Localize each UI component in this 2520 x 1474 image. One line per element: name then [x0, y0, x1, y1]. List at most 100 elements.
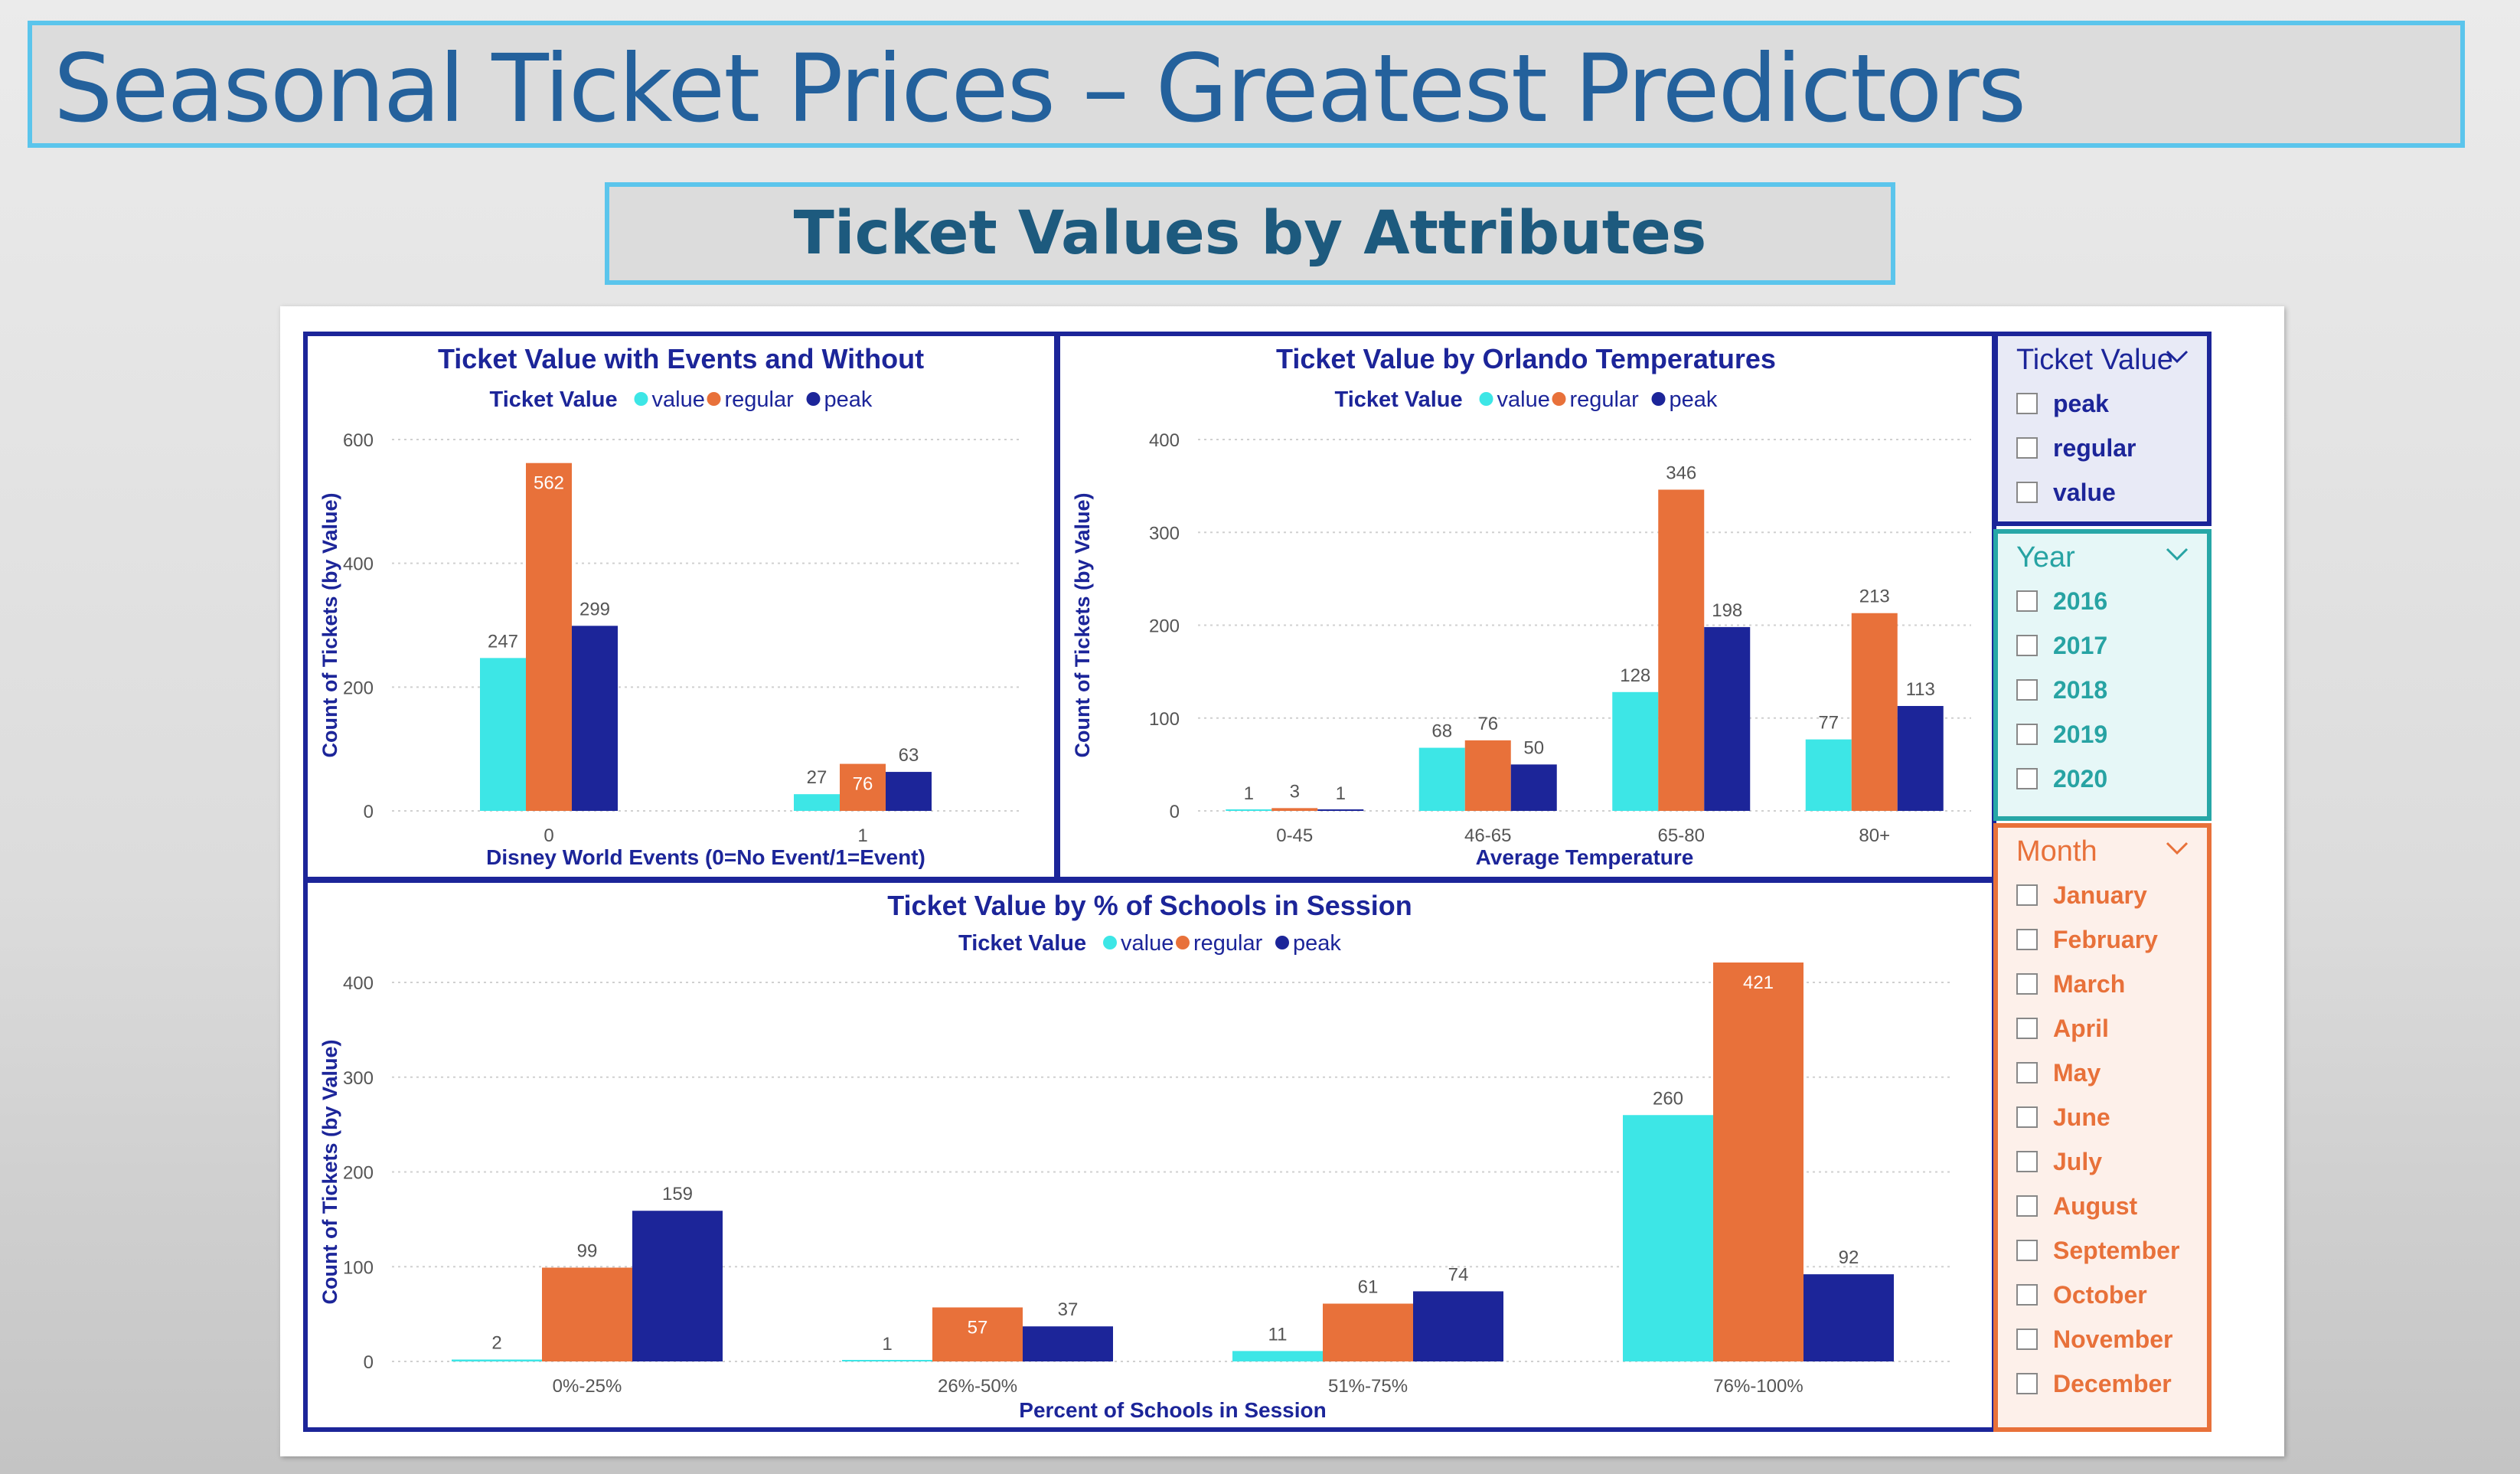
slicer-option-november[interactable]: November — [2016, 1324, 2173, 1355]
bar-regular — [542, 1267, 632, 1361]
legend-marker-peak — [1275, 936, 1289, 949]
y-tick-label: 100 — [343, 1257, 374, 1278]
bar-peak — [1317, 809, 1364, 811]
slicer-option-june[interactable]: June — [2016, 1102, 2110, 1132]
data-label: 76 — [1477, 714, 1498, 734]
chart-title: Ticket Value by % of Schools in Session — [887, 890, 1412, 921]
slicer-option-april[interactable]: April — [2016, 1013, 2109, 1044]
legend-label-regular: regular — [725, 387, 795, 412]
legend-marker-value — [634, 392, 648, 406]
y-tick-label: 0 — [364, 1352, 374, 1373]
legend-label-peak: peak — [1293, 931, 1341, 956]
y-tick-label: 300 — [343, 1068, 374, 1089]
checkbox[interactable] — [2016, 1106, 2038, 1128]
legend-label-value: value — [652, 387, 705, 412]
y-tick-label: 200 — [343, 678, 374, 698]
y-tick-label: 400 — [343, 973, 374, 994]
checkbox[interactable] — [2016, 768, 2038, 789]
checkbox[interactable] — [2016, 393, 2038, 414]
ticket-value-slicer-title: Ticket Value — [2016, 344, 2173, 376]
chevron-down-icon[interactable] — [2166, 842, 2189, 855]
bar-regular — [1851, 613, 1898, 811]
y-axis-label: Count of Tickets (by Value) — [1071, 492, 1094, 757]
checkbox[interactable] — [2016, 590, 2038, 612]
y-tick-label: 400 — [343, 554, 374, 575]
checkbox[interactable] — [2016, 1284, 2038, 1306]
checkbox[interactable] — [2016, 1329, 2038, 1350]
slicer-option-september[interactable]: September — [2016, 1235, 2179, 1266]
checkbox[interactable] — [2016, 1373, 2038, 1394]
x-tick-label: 0-45 — [1276, 825, 1313, 846]
ticket-value-slicer: Ticket Value peak regular value — [1993, 332, 2212, 526]
checkbox[interactable] — [2016, 724, 2038, 745]
legend-label-value: value — [1497, 387, 1550, 412]
bar-regular — [1464, 740, 1511, 811]
checkbox[interactable] — [2016, 1062, 2038, 1083]
slicer-option-peak[interactable]: peak — [2016, 388, 2109, 419]
chart-events-panel: Ticket Value with Events and Without Tick… — [303, 332, 1059, 881]
legend-marker-regular — [1176, 936, 1190, 949]
slicer-option-february[interactable]: February — [2016, 924, 2158, 955]
data-label: 198 — [1712, 600, 1742, 621]
x-axis-label: Percent of Schools in Session — [1019, 1398, 1326, 1422]
x-tick-label: 1 — [857, 825, 867, 846]
checkbox[interactable] — [2016, 1151, 2038, 1172]
slicer-option-value[interactable]: value — [2016, 477, 2116, 508]
slicer-option-january[interactable]: January — [2016, 880, 2147, 910]
checkbox[interactable] — [2016, 679, 2038, 701]
legend-marker-peak — [1651, 392, 1666, 406]
bar-regular — [840, 763, 886, 811]
data-label: 63 — [899, 745, 919, 766]
data-label: 1 — [882, 1334, 892, 1355]
checkbox[interactable] — [2016, 884, 2038, 906]
bar-peak — [1413, 1291, 1503, 1361]
y-tick-label: 200 — [1149, 616, 1180, 637]
checkbox[interactable] — [2016, 929, 2038, 950]
slicer-option-march[interactable]: March — [2016, 969, 2125, 999]
chevron-down-icon[interactable] — [2166, 547, 2189, 561]
data-label: 99 — [577, 1240, 598, 1261]
x-tick-label: 65-80 — [1658, 825, 1705, 846]
slicer-option-october[interactable]: October — [2016, 1280, 2147, 1310]
checkbox[interactable] — [2016, 437, 2038, 459]
chart-temperature-panel: Ticket Value by Orlando Temperatures Tick… — [1056, 332, 1996, 881]
chart-svg: Ticket Value by Orlando Temperatures Tick… — [1071, 343, 1971, 869]
slicer-option-2017[interactable]: 2017 — [2016, 630, 2107, 661]
checkbox[interactable] — [2016, 1195, 2038, 1217]
bar-value — [1805, 739, 1852, 811]
chevron-down-icon[interactable] — [2166, 350, 2189, 364]
bar-regular — [1658, 489, 1705, 811]
data-label: 128 — [1620, 665, 1650, 686]
chart-svg: Ticket Value by % of Schools in Session T… — [318, 890, 1954, 1422]
month-slicer: Month January February March April May J… — [1993, 823, 2212, 1432]
checkbox[interactable] — [2016, 1240, 2038, 1261]
bar-value — [1226, 809, 1272, 811]
slicer-option-may[interactable]: May — [2016, 1057, 2101, 1088]
legend-title: Ticket Value — [490, 387, 618, 412]
slicer-option-december[interactable]: December — [2016, 1368, 2172, 1399]
legend-title: Ticket Value — [958, 931, 1086, 956]
slicer-option-2016[interactable]: 2016 — [2016, 586, 2107, 616]
slicer-option-august[interactable]: August — [2016, 1191, 2137, 1221]
bar-value — [1232, 1351, 1323, 1361]
slicer-option-2020[interactable]: 2020 — [2016, 763, 2107, 794]
checkbox[interactable] — [2016, 973, 2038, 995]
data-label: 50 — [1523, 737, 1544, 758]
data-label: 260 — [1653, 1088, 1683, 1109]
y-tick-label: 0 — [364, 802, 374, 822]
slicer-option-july[interactable]: July — [2016, 1146, 2102, 1177]
main-title-banner: Seasonal Ticket Prices – Greatest Predic… — [28, 21, 2465, 148]
x-tick-label: 0%-25% — [553, 1376, 622, 1397]
slicer-option-2019[interactable]: 2019 — [2016, 719, 2107, 750]
x-axis-label: Average Temperature — [1476, 845, 1694, 869]
bar-peak — [1023, 1326, 1113, 1361]
data-label: 159 — [662, 1184, 693, 1204]
checkbox[interactable] — [2016, 1018, 2038, 1039]
checkbox[interactable] — [2016, 482, 2038, 503]
legend-marker-value — [1103, 936, 1117, 949]
legend-label-regular: regular — [1193, 931, 1263, 956]
checkbox[interactable] — [2016, 635, 2038, 656]
legend-label-value: value — [1121, 931, 1173, 956]
slicer-option-2018[interactable]: 2018 — [2016, 675, 2107, 705]
slicer-option-regular[interactable]: regular — [2016, 433, 2136, 463]
